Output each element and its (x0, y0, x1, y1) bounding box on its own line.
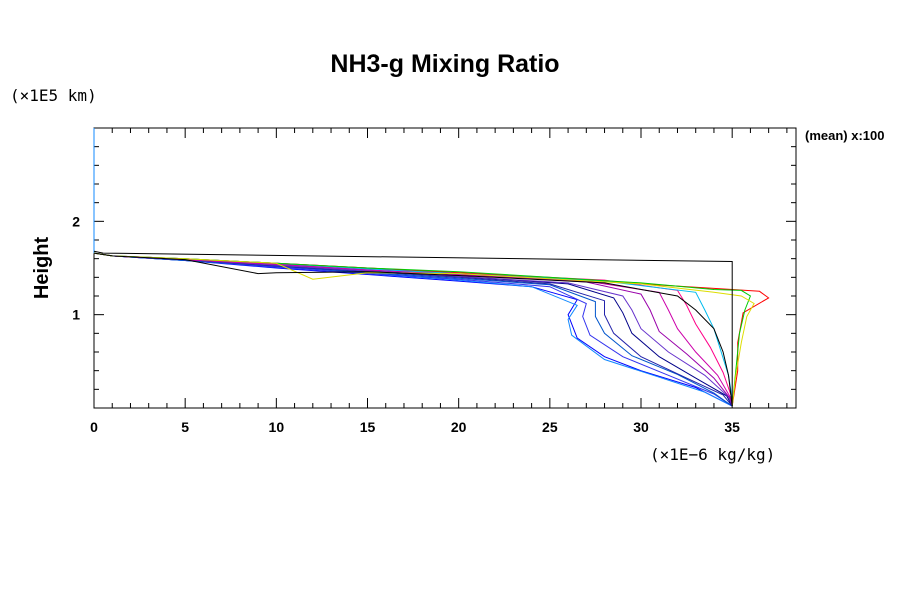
y-tick-label: 2 (72, 213, 80, 229)
x-tick-label: 35 (724, 419, 740, 435)
series-line-8 (93, 252, 733, 407)
y-tick-label: 1 (72, 307, 80, 323)
series-line-2 (93, 252, 733, 407)
series-line-13 (93, 252, 755, 407)
x-unit-label: (×1E−6 kg/kg) (650, 445, 775, 464)
plot-area: 0 5 10 15 20 25 30 35 1 2 (72, 127, 797, 435)
series-line-14 (93, 252, 733, 407)
y-unit-label: (×1E5 km) (10, 86, 97, 105)
x-tick-label: 25 (542, 419, 558, 435)
x-tick-label: 0 (90, 419, 98, 435)
x-tick-label: 5 (181, 419, 189, 435)
series-line-reference (93, 250, 733, 407)
x-tick-label: 30 (633, 419, 649, 435)
chart-title: NH3-g Mixing Ratio (330, 50, 559, 78)
plot-frame (93, 127, 797, 409)
x-tick-label: 20 (451, 419, 467, 435)
annotation: (mean) x:100 (805, 128, 884, 143)
x-tick-label: 10 (269, 419, 285, 435)
x-tick-label: 15 (360, 419, 376, 435)
y-axis-label: Height (31, 237, 53, 300)
series-line-3 (93, 252, 733, 407)
